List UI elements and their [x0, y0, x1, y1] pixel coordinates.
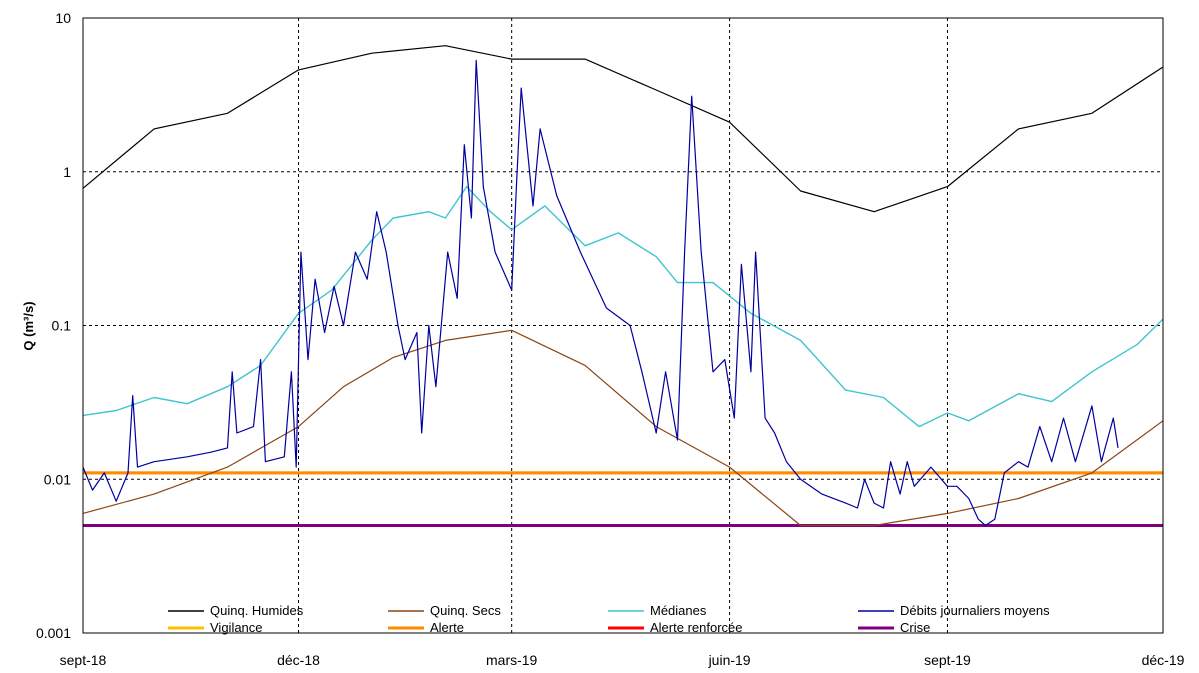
plot-frame — [82, 17, 1164, 634]
series-layer — [82, 45, 1164, 527]
legend-label-quinq-secs: Quinq. Secs — [430, 603, 501, 618]
legend-label-quinq-humides: Quinq. Humides — [210, 603, 304, 618]
x-tick-label-3: juin-19 — [708, 652, 751, 668]
x-tick-label-2: mars-19 — [486, 652, 538, 668]
x-tick-label-5: déc-19 — [1142, 652, 1185, 668]
grid — [83, 18, 1163, 633]
series-line-quinq-humides — [82, 45, 1164, 213]
y-tick-label-0: 10 — [55, 10, 71, 26]
legend-label-debits-journaliers-moyens: Débits journaliers moyens — [900, 603, 1050, 618]
axes: 10 1 0.1 0.01 0.001 sept-18 déc-18 mars-19 juin-… — [36, 10, 1185, 668]
y-tick-label-2: 0.1 — [52, 318, 72, 334]
y-tick-label-3: 0.01 — [44, 471, 71, 487]
series-line-quinq-secs — [82, 329, 1164, 527]
y-axis-label: Q (m³/s) — [21, 301, 36, 350]
legend-label-crise: Crise — [900, 620, 930, 635]
legend-label-medianes: Médianes — [650, 603, 707, 618]
x-tick-label-1: déc-18 — [277, 652, 320, 668]
legend-label-alerte-renforcee: Alerte renforcée — [650, 620, 743, 635]
legend-label-alerte: Alerte — [430, 620, 464, 635]
y-tick-label-1: 1 — [63, 164, 71, 180]
x-tick-label-0: sept-18 — [60, 652, 107, 668]
y-tick-label-4: 0.001 — [36, 625, 71, 641]
x-tick-label-4: sept-19 — [924, 652, 971, 668]
legend-label-vigilance: Vigilance — [210, 620, 263, 635]
legend: Quinq. Humides Quinq. Secs Médianes Débits … — [168, 603, 1050, 635]
series-line-debits-journaliers-moyens — [82, 59, 1119, 527]
series-line-medianes — [82, 185, 1164, 428]
